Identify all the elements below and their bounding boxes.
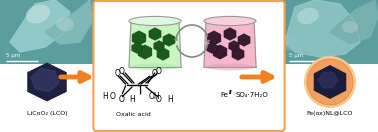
Polygon shape [154, 41, 164, 51]
Polygon shape [207, 43, 217, 53]
Polygon shape [232, 48, 244, 60]
Polygon shape [238, 34, 250, 46]
Polygon shape [157, 48, 169, 60]
Polygon shape [149, 28, 161, 40]
Text: OH: OH [149, 92, 160, 101]
Text: 5 μm: 5 μm [289, 53, 303, 58]
Ellipse shape [26, 4, 50, 23]
Text: Fe(ox)NL@LCO: Fe(ox)NL@LCO [307, 112, 353, 117]
Text: O: O [118, 95, 124, 103]
Text: O: O [156, 95, 162, 103]
Ellipse shape [206, 63, 254, 70]
Circle shape [304, 56, 356, 108]
Polygon shape [28, 63, 66, 101]
Ellipse shape [342, 21, 358, 33]
Ellipse shape [131, 63, 179, 70]
Ellipse shape [129, 16, 181, 26]
Polygon shape [138, 45, 152, 59]
Text: II: II [229, 91, 233, 95]
Polygon shape [229, 41, 239, 51]
Text: SO₄·7H₂O: SO₄·7H₂O [235, 92, 268, 98]
Polygon shape [204, 21, 256, 67]
Text: O: O [118, 67, 124, 76]
FancyBboxPatch shape [93, 1, 285, 131]
Polygon shape [10, 0, 70, 52]
Text: H: H [102, 92, 108, 101]
Polygon shape [330, 0, 378, 44]
Polygon shape [224, 28, 236, 40]
Ellipse shape [297, 8, 319, 24]
Text: O: O [152, 69, 158, 78]
FancyBboxPatch shape [283, 0, 378, 64]
Text: 5 μm: 5 μm [6, 53, 20, 58]
Ellipse shape [56, 17, 74, 31]
Ellipse shape [283, 33, 297, 51]
Polygon shape [132, 31, 146, 45]
Ellipse shape [204, 16, 256, 26]
Polygon shape [132, 43, 142, 53]
Text: H: H [129, 95, 135, 103]
Text: O: O [156, 67, 162, 76]
Text: Fe: Fe [220, 92, 228, 98]
Polygon shape [129, 21, 181, 67]
Circle shape [307, 59, 353, 105]
Polygon shape [213, 45, 227, 59]
Text: O: O [115, 69, 120, 78]
Polygon shape [314, 66, 345, 98]
Polygon shape [285, 0, 360, 57]
FancyBboxPatch shape [0, 0, 95, 64]
Polygon shape [45, 0, 92, 44]
Text: LiCoO₂ (LCO): LiCoO₂ (LCO) [27, 112, 67, 117]
Text: H: H [167, 95, 173, 103]
Polygon shape [318, 72, 338, 88]
Text: Oxalic acid: Oxalic acid [116, 112, 150, 117]
Polygon shape [31, 68, 59, 92]
Polygon shape [163, 34, 175, 46]
Text: O: O [110, 92, 115, 101]
Polygon shape [207, 31, 221, 45]
